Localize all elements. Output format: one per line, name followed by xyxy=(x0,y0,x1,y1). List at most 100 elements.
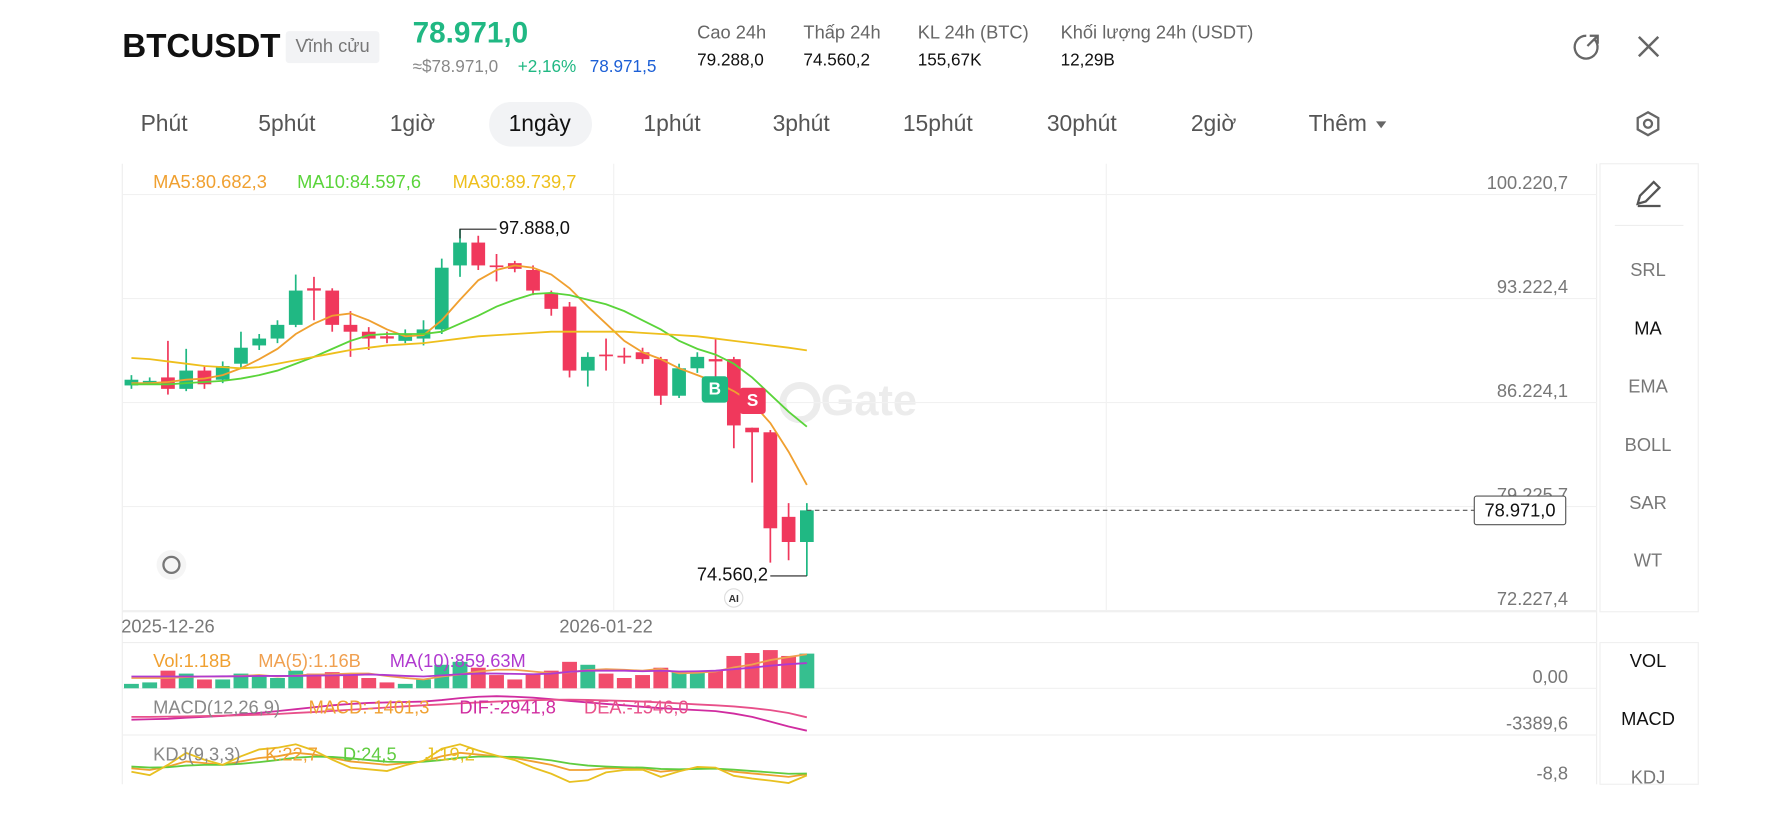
indicator-line xyxy=(131,330,807,370)
volume-bar xyxy=(799,653,815,689)
ai-badge[interactable] xyxy=(724,588,744,608)
volume-bar xyxy=(689,670,705,689)
candle-body xyxy=(307,288,321,291)
candle-body xyxy=(781,516,796,543)
volume-bar xyxy=(781,655,797,689)
volume-bar xyxy=(197,679,212,689)
volume-bar xyxy=(343,673,358,689)
volume-bar xyxy=(215,679,231,689)
sub-charts: 0,00 Vol:1.18B MA(5):1.16B MA(10):859.63M -3… xyxy=(122,650,1597,784)
volume-bar xyxy=(379,682,395,689)
tab-selected[interactable]: 1ngày xyxy=(509,110,572,136)
buy-marker-text: B xyxy=(709,379,721,399)
candle-body xyxy=(380,336,394,339)
settings-icon[interactable] xyxy=(1636,110,1660,137)
volume-bar xyxy=(507,679,523,689)
tab[interactable]: 3phút xyxy=(773,110,831,136)
volume-bar xyxy=(616,678,632,689)
legend-item: MA10:84.597,6 xyxy=(297,171,421,192)
popout-icon[interactable] xyxy=(1573,34,1599,60)
sub-indicator[interactable]: MACD xyxy=(1621,708,1675,729)
current-price-label: 78.971,0 xyxy=(1484,499,1555,520)
current-price-box xyxy=(1473,495,1567,526)
indicator-line xyxy=(131,755,807,775)
indicator[interactable]: EMA xyxy=(1628,376,1668,397)
candle-body xyxy=(434,267,449,330)
draw-icon[interactable] xyxy=(1636,180,1662,208)
volume-bar xyxy=(671,672,687,689)
high-pointer xyxy=(459,228,497,239)
volume-bar xyxy=(744,653,760,689)
sub-indicator[interactable]: VOL xyxy=(1630,650,1667,671)
y-tick-label: 86.224,1 xyxy=(1497,380,1568,401)
candle-body xyxy=(763,432,778,529)
legend-item: J:19,2 xyxy=(425,744,475,765)
indicator[interactable]: BOLL xyxy=(1625,434,1672,455)
tab[interactable]: 1giờ xyxy=(390,110,435,136)
legend-item: DEA:-1546,0 xyxy=(584,697,689,718)
tab[interactable]: Phút xyxy=(141,110,189,136)
candle-body xyxy=(544,292,559,309)
volume-bar xyxy=(653,667,669,689)
volume-bar xyxy=(580,664,596,689)
y-tick-label: -3389,6 xyxy=(1506,713,1568,734)
candle-body xyxy=(325,290,340,325)
stat-value: 12,29B xyxy=(1061,49,1115,69)
candle-body xyxy=(453,242,467,266)
candle-body xyxy=(599,354,613,357)
candle-body xyxy=(526,269,540,291)
candle-body xyxy=(745,427,759,433)
tab[interactable]: 1phút xyxy=(643,110,701,136)
ai-text: AI xyxy=(729,594,739,605)
low-label: 74.560,2 xyxy=(697,564,768,585)
candle-body xyxy=(161,377,175,389)
volume-bar xyxy=(306,673,322,689)
volume-bar xyxy=(416,679,431,689)
volume-bar xyxy=(562,661,577,689)
candle-body xyxy=(343,324,358,332)
stat-value: 155,67K xyxy=(918,49,982,69)
stat-value: 79.288,0 xyxy=(697,49,764,69)
main-chart: 100.220,793.222,486.224,179.225,772.227,… xyxy=(122,171,1597,612)
sub-indicator-panel xyxy=(1599,642,1699,785)
candle-body xyxy=(142,380,157,383)
volume-bar xyxy=(160,670,176,689)
volume-bar xyxy=(543,670,559,689)
tab[interactable]: 5phút xyxy=(258,110,316,136)
tab[interactable]: 30phút xyxy=(1047,110,1118,136)
volume-bar xyxy=(142,682,158,689)
legend-item: Vol:1.18B xyxy=(153,650,231,671)
candle-body xyxy=(800,510,814,543)
price-usd: ≈$78.971,0 xyxy=(413,56,499,76)
tab-more[interactable]: Thêm xyxy=(1309,110,1367,136)
candle-body xyxy=(270,324,285,339)
close-icon[interactable] xyxy=(1637,35,1660,58)
candle-body xyxy=(635,352,650,360)
candle-body xyxy=(726,359,741,426)
candle-body xyxy=(708,359,723,362)
candle-body xyxy=(398,334,413,341)
indicator[interactable]: SAR xyxy=(1629,492,1667,513)
stat-label: Thấp 24h xyxy=(803,21,880,42)
candle-body xyxy=(617,355,632,358)
indicator[interactable]: WT xyxy=(1634,549,1662,570)
change: +2,16% xyxy=(518,56,577,76)
candle-body xyxy=(672,368,686,396)
sub-indicator[interactable]: KDJ xyxy=(1631,766,1666,787)
indicator-active[interactable]: MA xyxy=(1634,317,1662,338)
refresh-icon[interactable] xyxy=(156,550,187,580)
y-tick-label: 0,00 xyxy=(1532,666,1568,687)
symbol: BTCUSDT xyxy=(122,28,280,65)
y-tick-label: -8,8 xyxy=(1537,763,1568,784)
dropdown-arrow xyxy=(1376,121,1387,129)
tab[interactable]: 2giờ xyxy=(1191,110,1236,136)
indicator-panel xyxy=(1599,163,1699,613)
stat-label: Khối lượng 24h (USDT) xyxy=(1061,21,1254,42)
indicator-line xyxy=(131,698,808,719)
volume-bar xyxy=(598,673,614,689)
y-tick-label: 100.220,7 xyxy=(1487,172,1568,193)
indicator[interactable]: SRL xyxy=(1630,259,1666,280)
tab[interactable]: 15phút xyxy=(903,110,974,136)
contract: Vĩnh cửu xyxy=(295,35,369,56)
